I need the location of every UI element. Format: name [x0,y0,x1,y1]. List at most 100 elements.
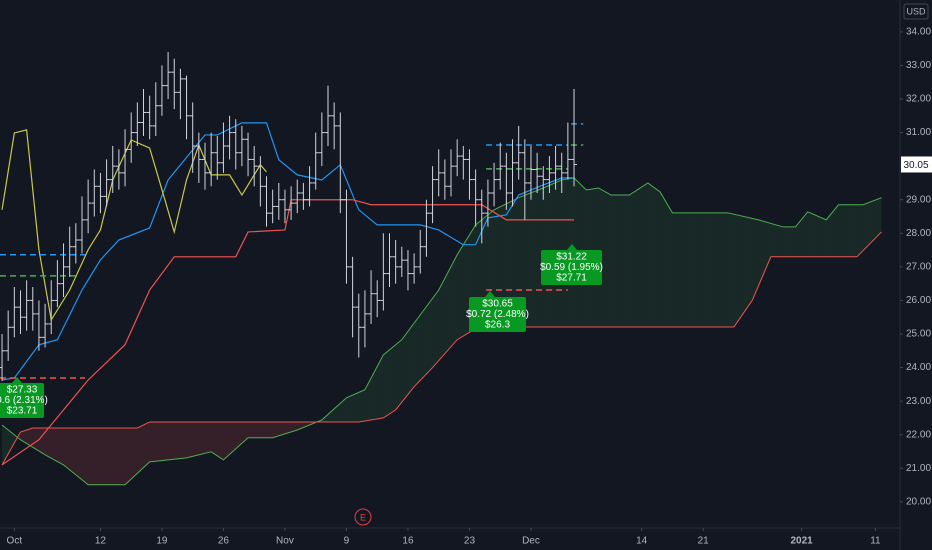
cloud-fill [727,212,731,327]
cloud-fill [706,212,710,327]
cloud-fill [54,427,58,462]
cloud-fill [404,331,408,399]
y-tick-label: 20.00 [906,496,931,507]
cloud-fill [850,204,854,257]
cloud-fill [863,203,867,251]
cloud-fill [841,204,845,257]
cloud-fill [254,421,258,438]
annotation-text: $0.72 (2.48%) [466,309,529,320]
cloud-fill [291,421,295,432]
cloud-fill [2,424,6,465]
cloud-fill [737,214,741,323]
annotation-arrow [12,377,22,383]
cloud-fill [494,208,498,327]
cloud-fill [610,195,615,327]
currency: USD [906,6,926,16]
cloud-fill [269,421,273,438]
x-tick-label: 16 [402,536,414,547]
plot [0,52,882,486]
cloud-fill [844,204,848,257]
cloud-fill [278,421,282,436]
cloud-fill [257,421,261,438]
y-tick-label: 32.00 [906,94,931,105]
cloud-fill [20,431,24,442]
cloud-fill [414,319,418,387]
annotation-arrow [485,291,495,297]
cloud-fill [192,421,196,457]
cloud-fill [681,212,685,327]
cloud-fill [186,421,190,458]
cloud-fill [770,223,774,257]
cloud-fill [152,421,156,462]
cloud-fill [26,428,30,446]
indicator-line [1,122,575,381]
annotation-box [0,383,44,418]
cloud-fill [352,393,356,422]
cloud-fill [657,189,661,327]
cloud-fill [506,202,510,327]
cloud-fill [810,213,814,257]
cloud-fill [180,421,184,459]
cloud-fill [650,185,654,327]
cloud-fill [355,392,359,422]
cloud-fill [693,212,698,327]
cloud-fill [521,195,525,327]
cloud-fill [398,339,402,407]
cloud-fill [792,226,796,257]
cloud-fill [429,298,433,371]
y-tick-label: 22.00 [906,429,931,440]
cloud-fill [143,423,147,468]
cloud-fill [29,427,33,448]
cloud-fill [300,421,304,429]
cloud-fill [853,204,857,257]
cloud-fill [81,427,86,483]
cloud-fill [217,421,221,458]
cloud-fill [740,215,744,318]
cloud-fill [201,421,205,455]
cloud-fill [878,197,882,236]
cloud-fill [275,421,279,437]
cloud-fill [835,204,839,257]
cloud-fill [623,195,627,327]
cloud-fill [712,212,716,327]
cloud-fill [684,212,688,327]
cloud-fill [411,323,415,391]
y-tick-label: 23.00 [906,396,931,407]
cloud-fill [91,427,95,485]
cloud-fill [721,212,725,327]
cloud-fill [272,421,276,438]
cloud-fill [773,224,777,257]
cloud-fill [420,310,424,381]
x-tick-label: 12 [95,536,107,547]
cloud-fill [780,226,784,257]
cloud-fill [260,421,264,438]
y-tick-label: 31.00 [906,127,931,138]
cloud-fill [401,335,405,403]
annotation-box [541,250,602,285]
cloud-fill [460,244,464,338]
cloud-fill [537,189,541,327]
cloud-fill [337,403,341,422]
cloud-fill [749,217,753,305]
cloud-fill [776,225,781,257]
cloud-fill [697,212,701,327]
cloud-fill [367,378,372,421]
cloud-fill [155,421,159,462]
annotation-text: $26.3 [485,320,510,331]
cloud-fill [730,213,734,327]
cloud-fill [63,427,67,468]
cloud-fill [826,216,830,257]
cloud-fill [666,202,670,327]
y-tick-label: 21.00 [906,463,931,474]
annotation-text: 0.6 (2.31%) [0,395,48,406]
cloud-fill [121,427,126,485]
cloud-fill [281,421,285,435]
cloud-fill [629,193,633,327]
cloud-fill [601,189,605,327]
cloud-fill [223,421,227,460]
x-tick-label: Dec [522,536,540,547]
annotation: $30.65$0.72 (2.48%)$26.3 [466,291,529,332]
cloud-fill [801,215,805,257]
cloud-fill [500,205,504,327]
cloud-fill [5,427,9,460]
